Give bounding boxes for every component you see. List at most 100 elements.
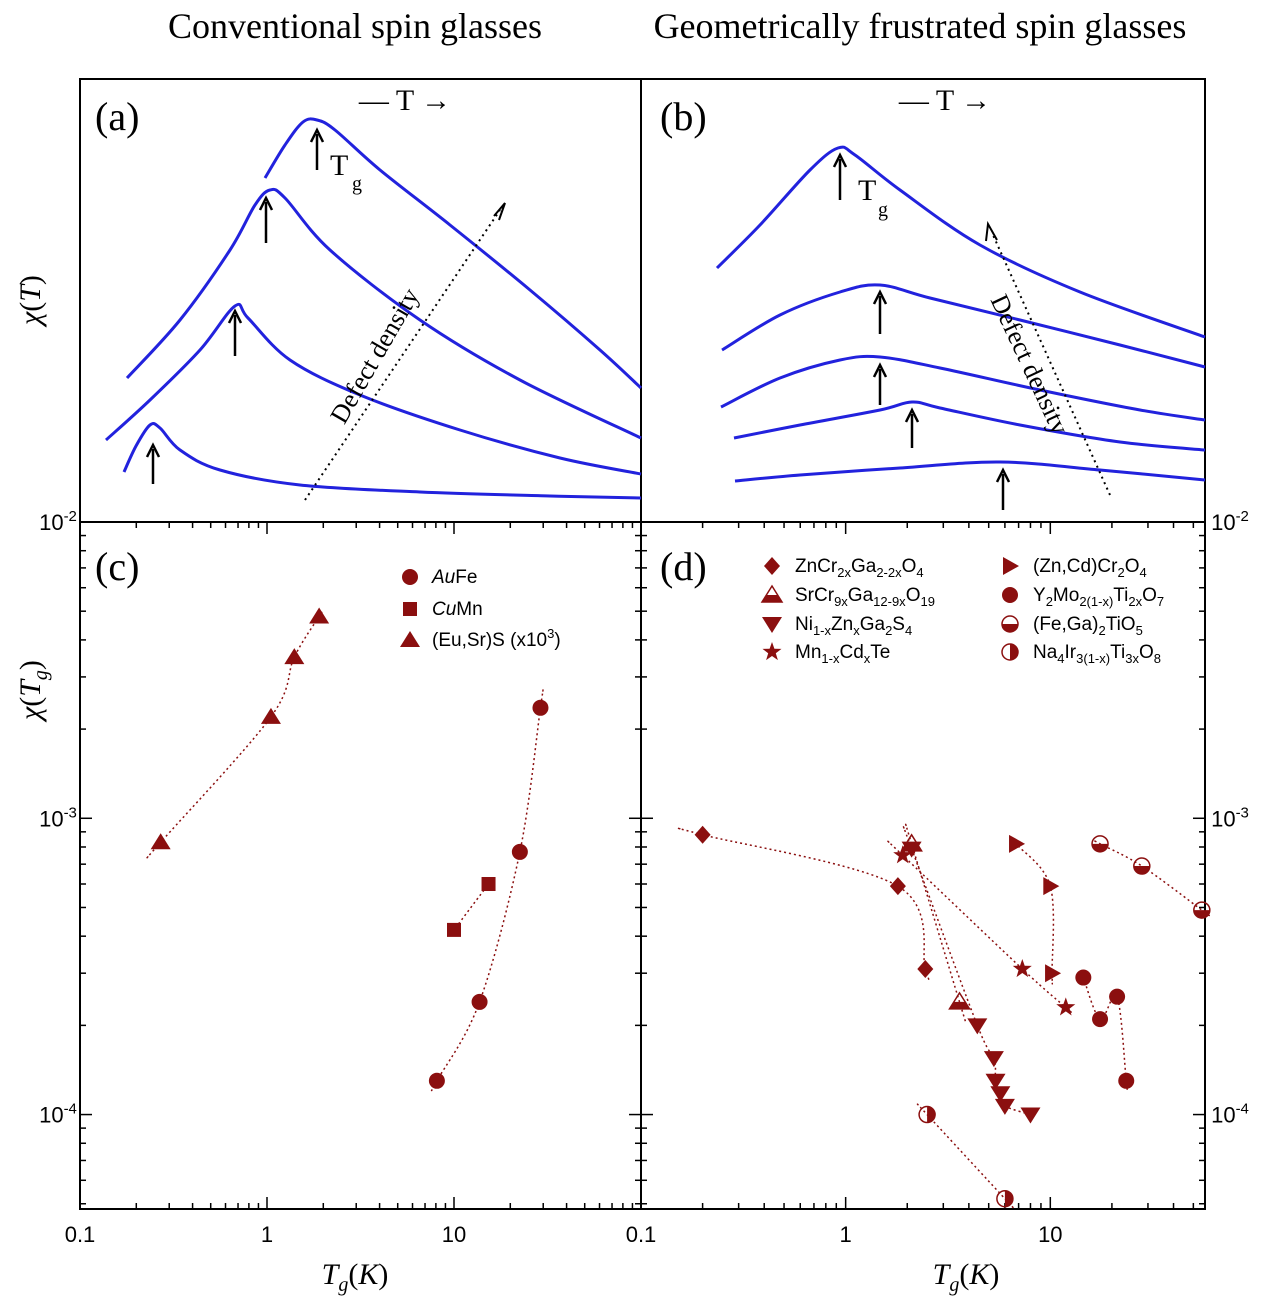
- data-point-d-5-0: [1075, 969, 1092, 986]
- panel-d-data: [677, 823, 1211, 1210]
- y-label-chi-Tg: χ(Tg): [14, 660, 52, 723]
- data-point-c-2-3-shape: [309, 607, 330, 624]
- data-point-c-0-2: [511, 843, 528, 860]
- data-point-d-0-1-shape: [889, 877, 906, 896]
- data-point-d-3-0-shape: [893, 845, 913, 864]
- data-point-d-3-2-shape: [1056, 997, 1076, 1016]
- tg-sub-b: g: [878, 199, 888, 221]
- data-point-c-2-2-shape: [284, 648, 305, 665]
- data-point-d-7-0-fill: [927, 1106, 936, 1123]
- chi-curve-b-5: [715, 145, 1206, 339]
- legend-marker-d-1: [760, 584, 784, 603]
- figure-frame: [79, 78, 1206, 1210]
- guide-line-d-6: [1094, 840, 1210, 917]
- chi-curve-a-1: [122, 422, 642, 500]
- legend-marker-d-6-outline: [1001, 615, 1019, 633]
- y-tick-label: 10-4: [39, 1101, 77, 1128]
- x-tick-label: 10: [1038, 1222, 1062, 1247]
- legend-label-d-3: Mn1-xCdxTe: [795, 642, 890, 666]
- temperature-arrow-b: — T →: [898, 84, 991, 117]
- y-tick-label: 10-4: [1211, 1101, 1249, 1128]
- legend-label-d-6: (Fe,Ga)2TiO5: [1033, 614, 1143, 638]
- x-axis-d: 0.1 1 10: [626, 522, 1195, 1247]
- data-point-c-1-1-shape: [481, 877, 496, 892]
- panel-b: Defect density — T → Tg: [715, 84, 1206, 510]
- data-point-d-2-6-shape: [1020, 1107, 1041, 1124]
- legend-marker-d-0-shape: [764, 557, 780, 575]
- legend-label-d-1: SrCr9xGa12-9xO19: [795, 585, 935, 609]
- x-tick-label: 1: [261, 1222, 273, 1247]
- data-point-c-0-1-shape: [471, 993, 488, 1010]
- data-point-d-0-2-shape: [917, 959, 934, 978]
- legend-label-c-0: AuFe: [431, 567, 477, 588]
- data-point-d-5-1-shape: [1092, 1011, 1109, 1028]
- y-axis-left: 10-2 10-3 10-4: [39, 508, 641, 1205]
- y-tick-label: 10-2: [1211, 508, 1249, 535]
- legend-label-d-7: Na4Ir3(1-x)Ti3xO8: [1033, 642, 1161, 666]
- data-point-c-0-3-shape: [532, 699, 549, 716]
- data-point-c-1-1: [481, 877, 496, 892]
- legend-label-c-1: CuMn: [432, 599, 483, 620]
- data-point-d-7-1-fill: [1004, 1190, 1013, 1207]
- data-point-d-6-2: [1193, 901, 1211, 919]
- tg-arrow-b-1: [832, 152, 848, 200]
- legend-marker-d-5: [1002, 587, 1018, 603]
- legend-marker-c-0-shape: [402, 569, 418, 585]
- data-point-d-4-0-shape: [1009, 834, 1026, 853]
- legend-marker-d-1-outline: [760, 584, 784, 603]
- data-point-d-2-2: [983, 1051, 1004, 1068]
- data-point-d-2-1-shape: [967, 1018, 988, 1035]
- tg-arrow-head: [832, 152, 848, 168]
- data-point-d-3-1: [1012, 959, 1032, 978]
- data-point-c-0-2-shape: [511, 843, 528, 860]
- data-point-d-7-1: [996, 1189, 1014, 1208]
- data-point-d-6-0: [1091, 835, 1109, 853]
- data-point-c-2-1: [260, 707, 281, 724]
- tg-arrow-head: [227, 308, 243, 324]
- x-label-c: Tg(K): [322, 1258, 389, 1296]
- data-point-c-0-0: [428, 1072, 445, 1089]
- panel-label-1: (b): [660, 94, 707, 139]
- legend-marker-d-0: [764, 557, 780, 575]
- data-point-d-0-1: [889, 877, 906, 896]
- panel-label-2: (c): [95, 544, 139, 589]
- data-point-c-0-0-shape: [428, 1072, 445, 1089]
- x-tick-label: 0.1: [626, 1222, 657, 1247]
- data-point-d-4-0: [1009, 834, 1026, 853]
- data-point-d-5-2: [1109, 988, 1126, 1005]
- y-tick-label: 10-3: [1211, 804, 1249, 831]
- tg-arrow-head: [145, 442, 161, 458]
- y-tick-label: 10-3: [39, 804, 77, 831]
- data-point-c-2-0-shape: [150, 833, 171, 850]
- legend-marker-d-7-outline: [1001, 643, 1019, 661]
- x-label-d: Tg(K): [933, 1258, 1000, 1296]
- data-point-c-0-1: [471, 993, 488, 1010]
- data-point-c-2-1-shape: [260, 707, 281, 724]
- heading-right: Geometrically frustrated spin glasses: [654, 6, 1187, 46]
- x-tick-label: 10: [442, 1222, 466, 1247]
- data-point-d-2-3-shape: [985, 1073, 1006, 1090]
- data-point-d-2-6: [1020, 1107, 1041, 1124]
- data-point-d-2-5-shape: [994, 1098, 1015, 1115]
- legend-label-c-2: (Eu,Sr)S (x103): [432, 626, 561, 651]
- data-point-c-2-3: [309, 607, 330, 624]
- panel-c-data: [146, 607, 549, 1092]
- data-point-d-1-1: [948, 991, 971, 1010]
- legend-marker-d-2: [762, 617, 782, 633]
- data-point-d-2-1: [967, 1018, 988, 1035]
- tg-arrow-head: [258, 195, 274, 211]
- tg-arrow-head: [995, 467, 1011, 483]
- tg-arrow-head: [904, 407, 920, 423]
- data-point-d-6-1-outline: [1133, 857, 1151, 875]
- panel-label-3: (d): [660, 544, 707, 589]
- data-point-d-0-2: [917, 959, 934, 978]
- defect-density-arrowhead-b: [985, 220, 998, 242]
- legend-label-d-0: ZnCr2xGa2-2xO4: [795, 556, 924, 580]
- defect-density-label-a: Defect density: [324, 283, 425, 428]
- guide-line-d-2: [902, 826, 1035, 1117]
- data-point-d-2-0-shape: [901, 841, 922, 858]
- y-label-chi-T: χ(T): [14, 275, 47, 328]
- data-point-c-1-0: [447, 922, 461, 937]
- data-point-c-1-0-shape: [447, 922, 461, 937]
